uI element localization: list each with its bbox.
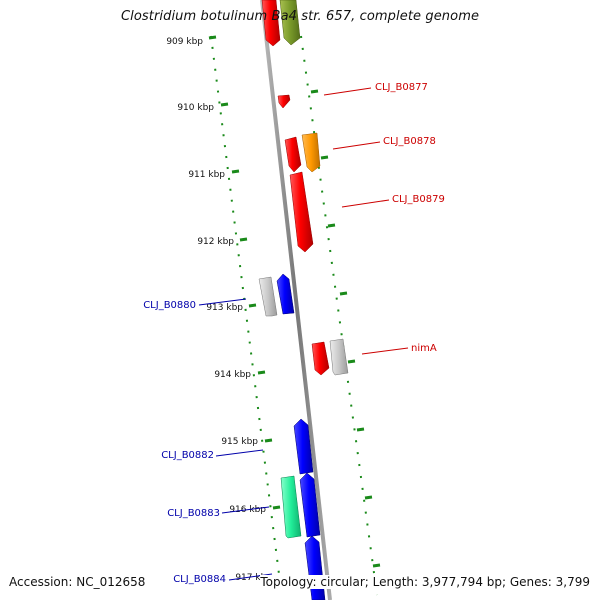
outer-major-ticks: [310, 89, 381, 568]
gene-red-small[interactable]: [277, 94, 291, 109]
label-connectors: [198, 87, 409, 581]
gene-label-CLJ_B0877[interactable]: CLJ_B0877: [375, 82, 428, 93]
accession-text: Accession: NC_012658: [9, 575, 146, 589]
tick-909: [208, 35, 217, 40]
tick-913: [248, 303, 257, 308]
gene-red-nimA[interactable]: [311, 341, 330, 376]
tick-915: [264, 438, 273, 443]
scale-label-910: 910 kbp: [177, 103, 214, 113]
connector-0878: [332, 141, 381, 150]
outer-tick-7: [364, 495, 373, 500]
gene-label-nimA[interactable]: nimA: [411, 343, 437, 354]
gene-features: [258, 0, 349, 600]
tick-914: [257, 370, 266, 375]
scale-label-912: 912 kbp: [197, 237, 234, 247]
scale-label-914: 914 kbp: [214, 370, 251, 380]
gene-red-0879[interactable]: [289, 171, 314, 253]
genome-title: Clostridium botulinum Ba4 str. 657, comp…: [120, 9, 480, 24]
gene-gray-0880[interactable]: [258, 276, 278, 317]
outer-tick-4: [339, 291, 348, 296]
gene-gray-nimA[interactable]: [329, 338, 349, 376]
scale-label-913: 913 kbp: [206, 303, 243, 313]
outer-tick-3: [327, 223, 336, 228]
tick-911: [231, 169, 240, 174]
gene-label-CLJ_B0884[interactable]: CLJ_B0884: [173, 574, 226, 585]
gene-blue-0883[interactable]: [299, 472, 321, 538]
inner-major-ticks: [208, 35, 281, 510]
gene-blue-0882[interactable]: [293, 418, 314, 475]
gene-red-top[interactable]: [261, 0, 281, 47]
outer-tick-1: [310, 89, 319, 94]
connector-0882: [215, 449, 264, 457]
connector-0880: [198, 298, 247, 306]
gene-orange-0878[interactable]: [301, 132, 321, 173]
scale-label-917: 917 kbp: [235, 573, 272, 583]
outer-tick-8: [372, 563, 381, 568]
gene-green-0883[interactable]: [280, 475, 302, 539]
outer-tick-6: [356, 427, 365, 432]
connector-0883: [221, 506, 270, 514]
connector-nimA: [361, 347, 409, 355]
tick-916: [272, 505, 281, 510]
gene-label-CLJ_B0883[interactable]: CLJ_B0883: [167, 508, 220, 519]
gene-label-CLJ_B0878[interactable]: CLJ_B0878: [383, 136, 436, 147]
tick-912: [239, 237, 248, 242]
topology-text: Topology: circular; Length: 3,977,794 bp…: [260, 575, 590, 589]
scale-label-911: 911 kbp: [188, 170, 225, 180]
gene-blue-0880[interactable]: [276, 273, 295, 315]
connector-0877: [323, 87, 372, 96]
gene-red-0878[interactable]: [284, 136, 302, 173]
scale-label-909: 909 kbp: [166, 37, 203, 47]
scale-label-915: 915 kbp: [221, 437, 258, 447]
connector-0879: [341, 199, 390, 208]
genome-backbone: [260, 0, 332, 600]
gene-label-CLJ_B0882[interactable]: CLJ_B0882: [161, 450, 214, 461]
outer-tick-2: [320, 155, 329, 160]
tick-910: [220, 102, 229, 107]
gene-label-CLJ_B0879[interactable]: CLJ_B0879: [392, 194, 445, 205]
outer-tick-5: [347, 359, 356, 364]
gene-label-CLJ_B0880[interactable]: CLJ_B0880: [143, 300, 196, 311]
gene-olive-top[interactable]: [279, 0, 301, 46]
